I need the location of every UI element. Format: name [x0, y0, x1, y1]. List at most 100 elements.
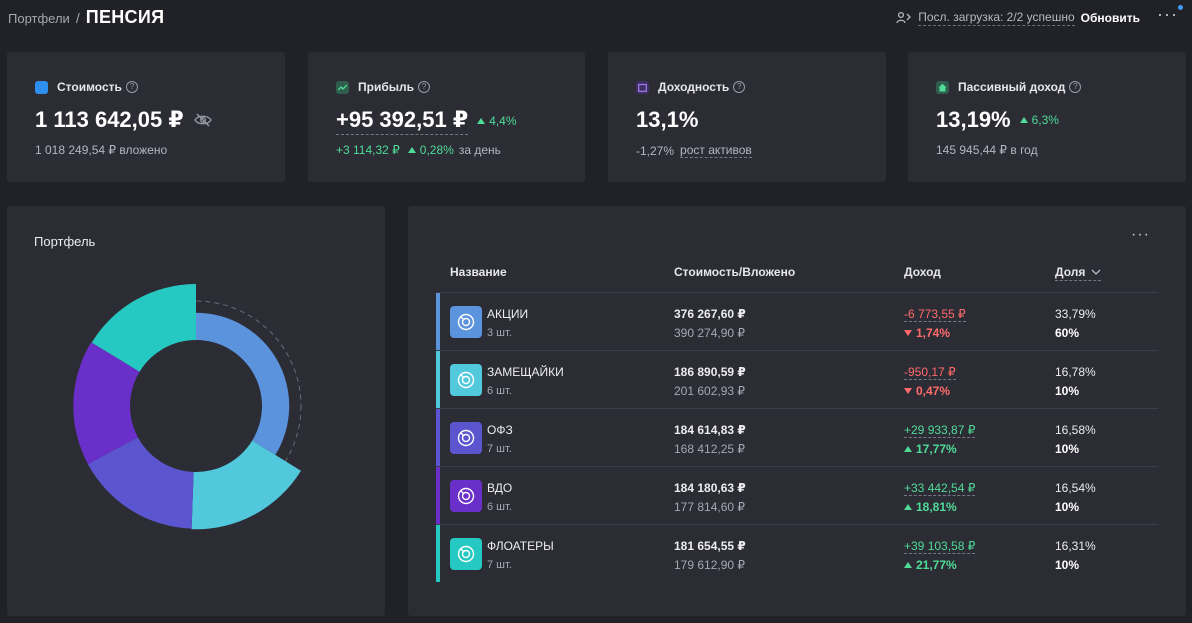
asset-share: 16,31% [1055, 539, 1096, 553]
asset-count: 6 шт. [487, 385, 512, 397]
asset-name[interactable]: ЗАМЕЩАЙКИ [487, 365, 564, 379]
day-profit-change: 0,28% [407, 143, 454, 157]
help-icon[interactable]: ? [418, 81, 430, 93]
table-row[interactable]: ЗАМЕЩАЙКИ 6 шт. 186 890,59 ₽ 201 602,93 ₽ -9… [436, 350, 1158, 408]
breadcrumb-portfolios-link[interactable]: Портфели [8, 11, 70, 26]
column-header-name[interactable]: Название [450, 265, 507, 279]
passive-income-change-value: 6,3% [1031, 113, 1059, 127]
asset-growth-label[interactable]: рост активов [680, 143, 752, 158]
eye-slash-icon[interactable] [193, 113, 212, 127]
help-icon[interactable]: ? [733, 81, 746, 93]
asset-share: 16,58% [1055, 423, 1096, 437]
card-passive-title-text: Пассивный доход [958, 80, 1066, 94]
arrow-up-icon [407, 147, 416, 153]
column-header-income[interactable]: Доход [904, 265, 941, 279]
help-icon[interactable]: ? [125, 81, 138, 93]
house-icon [936, 80, 949, 94]
asset-income[interactable]: -950,17 ₽ [904, 365, 956, 380]
donut-slice-5[interactable] [91, 283, 196, 372]
wallet-icon [35, 80, 48, 94]
row-color-bar [436, 351, 440, 408]
card-value-title: Стоимость ? [35, 80, 138, 94]
asset-income-pct: 17,77% [916, 442, 957, 456]
arrow-up-icon [904, 562, 912, 568]
asset-count: 3 шт. [487, 327, 512, 339]
profit-amount[interactable]: +95 392,51 ₽ [336, 107, 469, 135]
notification-dot [1178, 5, 1183, 10]
asset-income-change: 0,47% [904, 384, 950, 398]
table-row[interactable]: ВДО 6 шт. 184 180,63 ₽ 177 814,60 ₽ +33 442,… [436, 466, 1158, 524]
asset-class-icon [450, 306, 482, 338]
asset-income-pct: 0,47% [916, 384, 951, 398]
asset-class-icon [450, 364, 482, 396]
table-row[interactable]: ОФЗ 7 шт. 184 614,83 ₽ 168 412,25 ₽ +29 933,… [436, 408, 1158, 466]
card-yield: Доходность ? 13,1% -1,27% рост активов [608, 52, 886, 182]
asset-count: 7 шт. [487, 443, 512, 455]
card-value-title-text: Стоимость [57, 80, 122, 94]
arrow-down-icon [904, 388, 912, 394]
refresh-button[interactable]: Обновить [1080, 11, 1140, 25]
arrow-up-icon [904, 446, 912, 452]
card-yield-amount-row: 13,1% [636, 107, 698, 133]
page-title: ПЕНСИЯ [85, 7, 165, 27]
card-profit-title: Прибыль ? [336, 80, 430, 94]
asset-value: 186 890,59 ₽ [674, 365, 746, 379]
load-status: Посл. загрузка: 2/2 успешно Обновить [896, 10, 1140, 26]
table-more-icon[interactable]: ··· [1131, 226, 1150, 243]
header-more-icon[interactable]: ··· [1157, 4, 1178, 24]
asset-income[interactable]: +29 933,87 ₽ [904, 423, 976, 438]
table-row[interactable]: АКЦИИ 3 шт. 376 267,60 ₽ 390 274,90 ₽ -6 773… [436, 292, 1158, 350]
yield-value: 13,1% [636, 107, 699, 132]
donut-slice-3[interactable] [87, 437, 194, 529]
table-row[interactable]: ФЛОАТЕРЫ 7 шт. 181 654,55 ₽ 179 612,90 ₽ +39… [436, 524, 1158, 582]
load-status-text[interactable]: Посл. загрузка: 2/2 успешно [918, 10, 1075, 26]
card-profit-title-text: Прибыль [358, 80, 414, 94]
day-label: за день [458, 143, 501, 157]
donut-slice-2[interactable] [191, 440, 301, 530]
help-icon[interactable]: ? [1069, 81, 1082, 93]
card-yield-title-text: Доходность [658, 80, 730, 94]
card-passive-amount-row: 13,19% 6,3% [936, 107, 1059, 133]
top-header: Портфели / ПЕНСИЯ Посл. загрузка: 2/2 ус… [0, 0, 1192, 40]
assets-table-body: АКЦИИ 3 шт. 376 267,60 ₽ 390 274,90 ₽ -6 773… [436, 292, 1158, 582]
asset-income-change: 1,74% [904, 326, 950, 340]
breadcrumb-separator: / [75, 10, 80, 26]
card-value-amount-row: 1 113 642,05 ₽ [35, 107, 212, 133]
column-header-share[interactable]: Доля [1055, 265, 1102, 281]
asset-name[interactable]: ВДО [487, 481, 513, 495]
asset-count: 7 шт. [487, 559, 512, 571]
donut-slice-1[interactable] [196, 312, 290, 455]
arrow-up-icon [904, 504, 912, 510]
row-color-bar [436, 467, 440, 524]
asset-income[interactable]: -6 773,55 ₽ [904, 307, 966, 322]
asset-name[interactable]: АКЦИИ [487, 307, 529, 321]
asset-share: 16,54% [1055, 481, 1096, 495]
row-color-bar [436, 409, 440, 466]
asset-class-icon [450, 480, 482, 512]
card-passive-income: Пассивный доход ? 13,19% 6,3% 145 945,44… [908, 52, 1186, 182]
portfolio-donut-chart [73, 283, 302, 530]
card-profit-amount-row: +95 392,51 ₽ 4,4% [336, 107, 517, 135]
passive-income-change: 6,3% [1019, 113, 1059, 127]
asset-target-share: 10% [1055, 500, 1080, 514]
asset-income[interactable]: +39 103,58 ₽ [904, 539, 976, 554]
asset-income-change: 17,77% [904, 442, 957, 456]
asset-value: 184 614,83 ₽ [674, 423, 746, 437]
chart-up-icon [336, 80, 349, 94]
arrow-up-icon [477, 118, 486, 124]
card-passive-title: Пассивный доход ? [936, 80, 1082, 94]
column-header-value[interactable]: Стоимость/Вложено [674, 265, 796, 279]
card-profit: Прибыль ? +95 392,51 ₽ 4,4% +3 114,32 ₽ … [308, 52, 585, 182]
asset-target-share: 10% [1055, 558, 1080, 572]
asset-value: 376 267,60 ₽ [674, 307, 746, 321]
donut-slice-4[interactable] [73, 342, 140, 465]
asset-name[interactable]: ОФЗ [487, 423, 513, 437]
breadcrumb: Портфели / ПЕНСИЯ [8, 7, 164, 28]
profit-change: 4,4% [477, 114, 517, 128]
calendar-icon [636, 80, 649, 94]
asset-name[interactable]: ФЛОАТЕРЫ [487, 539, 554, 553]
portfolio-value-amount: 1 113 642,05 ₽ [35, 107, 184, 132]
arrow-up-icon [1019, 117, 1028, 123]
asset-invested: 179 612,90 ₽ [674, 558, 746, 572]
asset-income[interactable]: +33 442,54 ₽ [904, 481, 976, 496]
